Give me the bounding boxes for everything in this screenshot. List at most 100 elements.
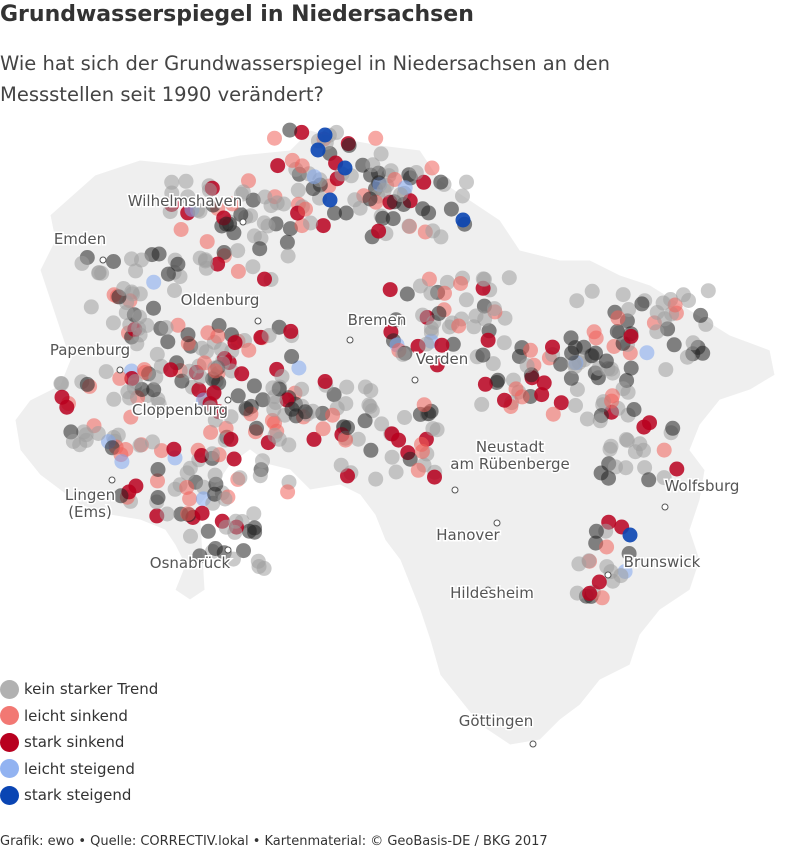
measurement-point — [227, 524, 243, 540]
measurement-point — [150, 462, 166, 477]
measurement-point — [387, 172, 403, 187]
measurement-point — [267, 130, 282, 146]
measurement-point — [132, 437, 148, 453]
measurement-point — [327, 205, 342, 221]
measurement-point — [203, 424, 219, 440]
measurement-point — [280, 484, 296, 500]
measurement-point — [634, 296, 650, 312]
measurement-point — [271, 319, 287, 335]
measurement-point — [508, 381, 524, 397]
city-marker — [108, 476, 116, 484]
measurement-point — [192, 548, 208, 564]
measurement-point — [553, 356, 569, 372]
measurement-point — [225, 551, 241, 567]
legend-label: kein starker Trend — [24, 680, 159, 699]
measurement-point — [192, 203, 208, 219]
measurement-point — [375, 210, 391, 226]
measurement-point — [384, 449, 400, 465]
measurement-point — [669, 461, 685, 477]
measurement-point — [357, 413, 373, 429]
measurement-point — [603, 438, 619, 454]
measurement-point — [170, 256, 186, 272]
legend-item-leicht-steigend: leicht steigend — [0, 756, 158, 783]
measurement-point — [252, 241, 268, 257]
measurement-point — [545, 339, 560, 355]
measurement-point — [399, 286, 415, 302]
measurement-point — [206, 385, 222, 401]
measurement-point — [333, 457, 349, 473]
measurement-point — [667, 297, 683, 313]
city-marker — [116, 366, 124, 374]
measurement-point — [127, 374, 143, 389]
measurement-point — [149, 346, 165, 362]
measurement-point — [207, 412, 223, 428]
measurement-point — [609, 324, 625, 339]
measurement-point — [656, 442, 672, 458]
measurement-point — [129, 336, 145, 352]
measurement-point — [317, 374, 333, 389]
page-title: Grundwasserspiegel in Niedersachsen — [0, 2, 474, 27]
measurement-point — [429, 357, 445, 373]
measurement-point — [166, 441, 182, 457]
city-marker — [451, 486, 459, 494]
measurement-point — [207, 467, 223, 483]
measurement-point — [159, 506, 175, 522]
measurement-point — [105, 315, 121, 331]
measurement-point — [150, 473, 165, 489]
measurement-point — [350, 431, 366, 447]
measurement-point — [622, 527, 638, 543]
measurement-point — [621, 302, 637, 317]
measurement-point — [268, 395, 284, 411]
measurement-point — [666, 337, 682, 353]
legend-label: stark sinkend — [24, 733, 125, 752]
measurement-point — [592, 413, 608, 429]
measurement-point — [158, 320, 174, 336]
measurement-point — [98, 364, 114, 380]
measurement-point — [234, 366, 250, 382]
measurement-point — [146, 274, 162, 290]
measurement-point — [151, 246, 167, 262]
measurement-point — [384, 426, 400, 442]
measurement-point — [497, 392, 512, 408]
measurement-point — [245, 259, 261, 275]
measurement-point — [641, 472, 657, 488]
measurement-point — [623, 328, 639, 344]
measurement-point — [216, 245, 232, 260]
measurement-point — [164, 185, 180, 201]
measurement-point — [183, 528, 198, 544]
measurement-point — [182, 363, 197, 379]
measurement-point — [79, 376, 95, 392]
measurement-point — [623, 360, 639, 376]
measurement-points — [53, 122, 716, 606]
measurement-point — [257, 189, 273, 205]
city-label: Cloppenburg — [132, 401, 228, 419]
measurement-point — [123, 409, 139, 425]
city-labels: Wilhelmshaven Emden Oldenburg Bremen Papenbu… — [48, 191, 741, 748]
measurement-point — [291, 360, 307, 376]
measurement-point — [639, 345, 655, 361]
measurement-point — [227, 335, 243, 351]
measurement-point — [279, 234, 295, 250]
city-marker — [493, 519, 501, 527]
measurement-point — [315, 421, 331, 437]
measurement-point — [376, 182, 392, 198]
measurement-point — [496, 335, 512, 351]
measurement-point — [284, 152, 300, 168]
measurement-point — [306, 431, 322, 447]
measurement-point — [74, 255, 90, 271]
city-marker — [604, 571, 612, 579]
measurement-point — [443, 201, 459, 217]
measurement-point — [114, 454, 130, 470]
legend-item-kein-trend: kein starker Trend — [0, 676, 158, 703]
map[interactable]: Wilhelmshaven Emden Oldenburg Bremen Papenbu… — [0, 120, 800, 760]
measurement-point — [480, 332, 496, 348]
city-label: Papenburg — [50, 341, 130, 359]
city-marker — [529, 740, 537, 748]
measurement-point — [163, 362, 179, 378]
city-marker — [346, 336, 354, 344]
city-label: Bremen — [348, 311, 407, 329]
city-label: Verden — [416, 350, 469, 368]
measurement-point — [207, 541, 223, 556]
measurement-point — [536, 375, 552, 391]
measurement-point — [397, 410, 412, 425]
